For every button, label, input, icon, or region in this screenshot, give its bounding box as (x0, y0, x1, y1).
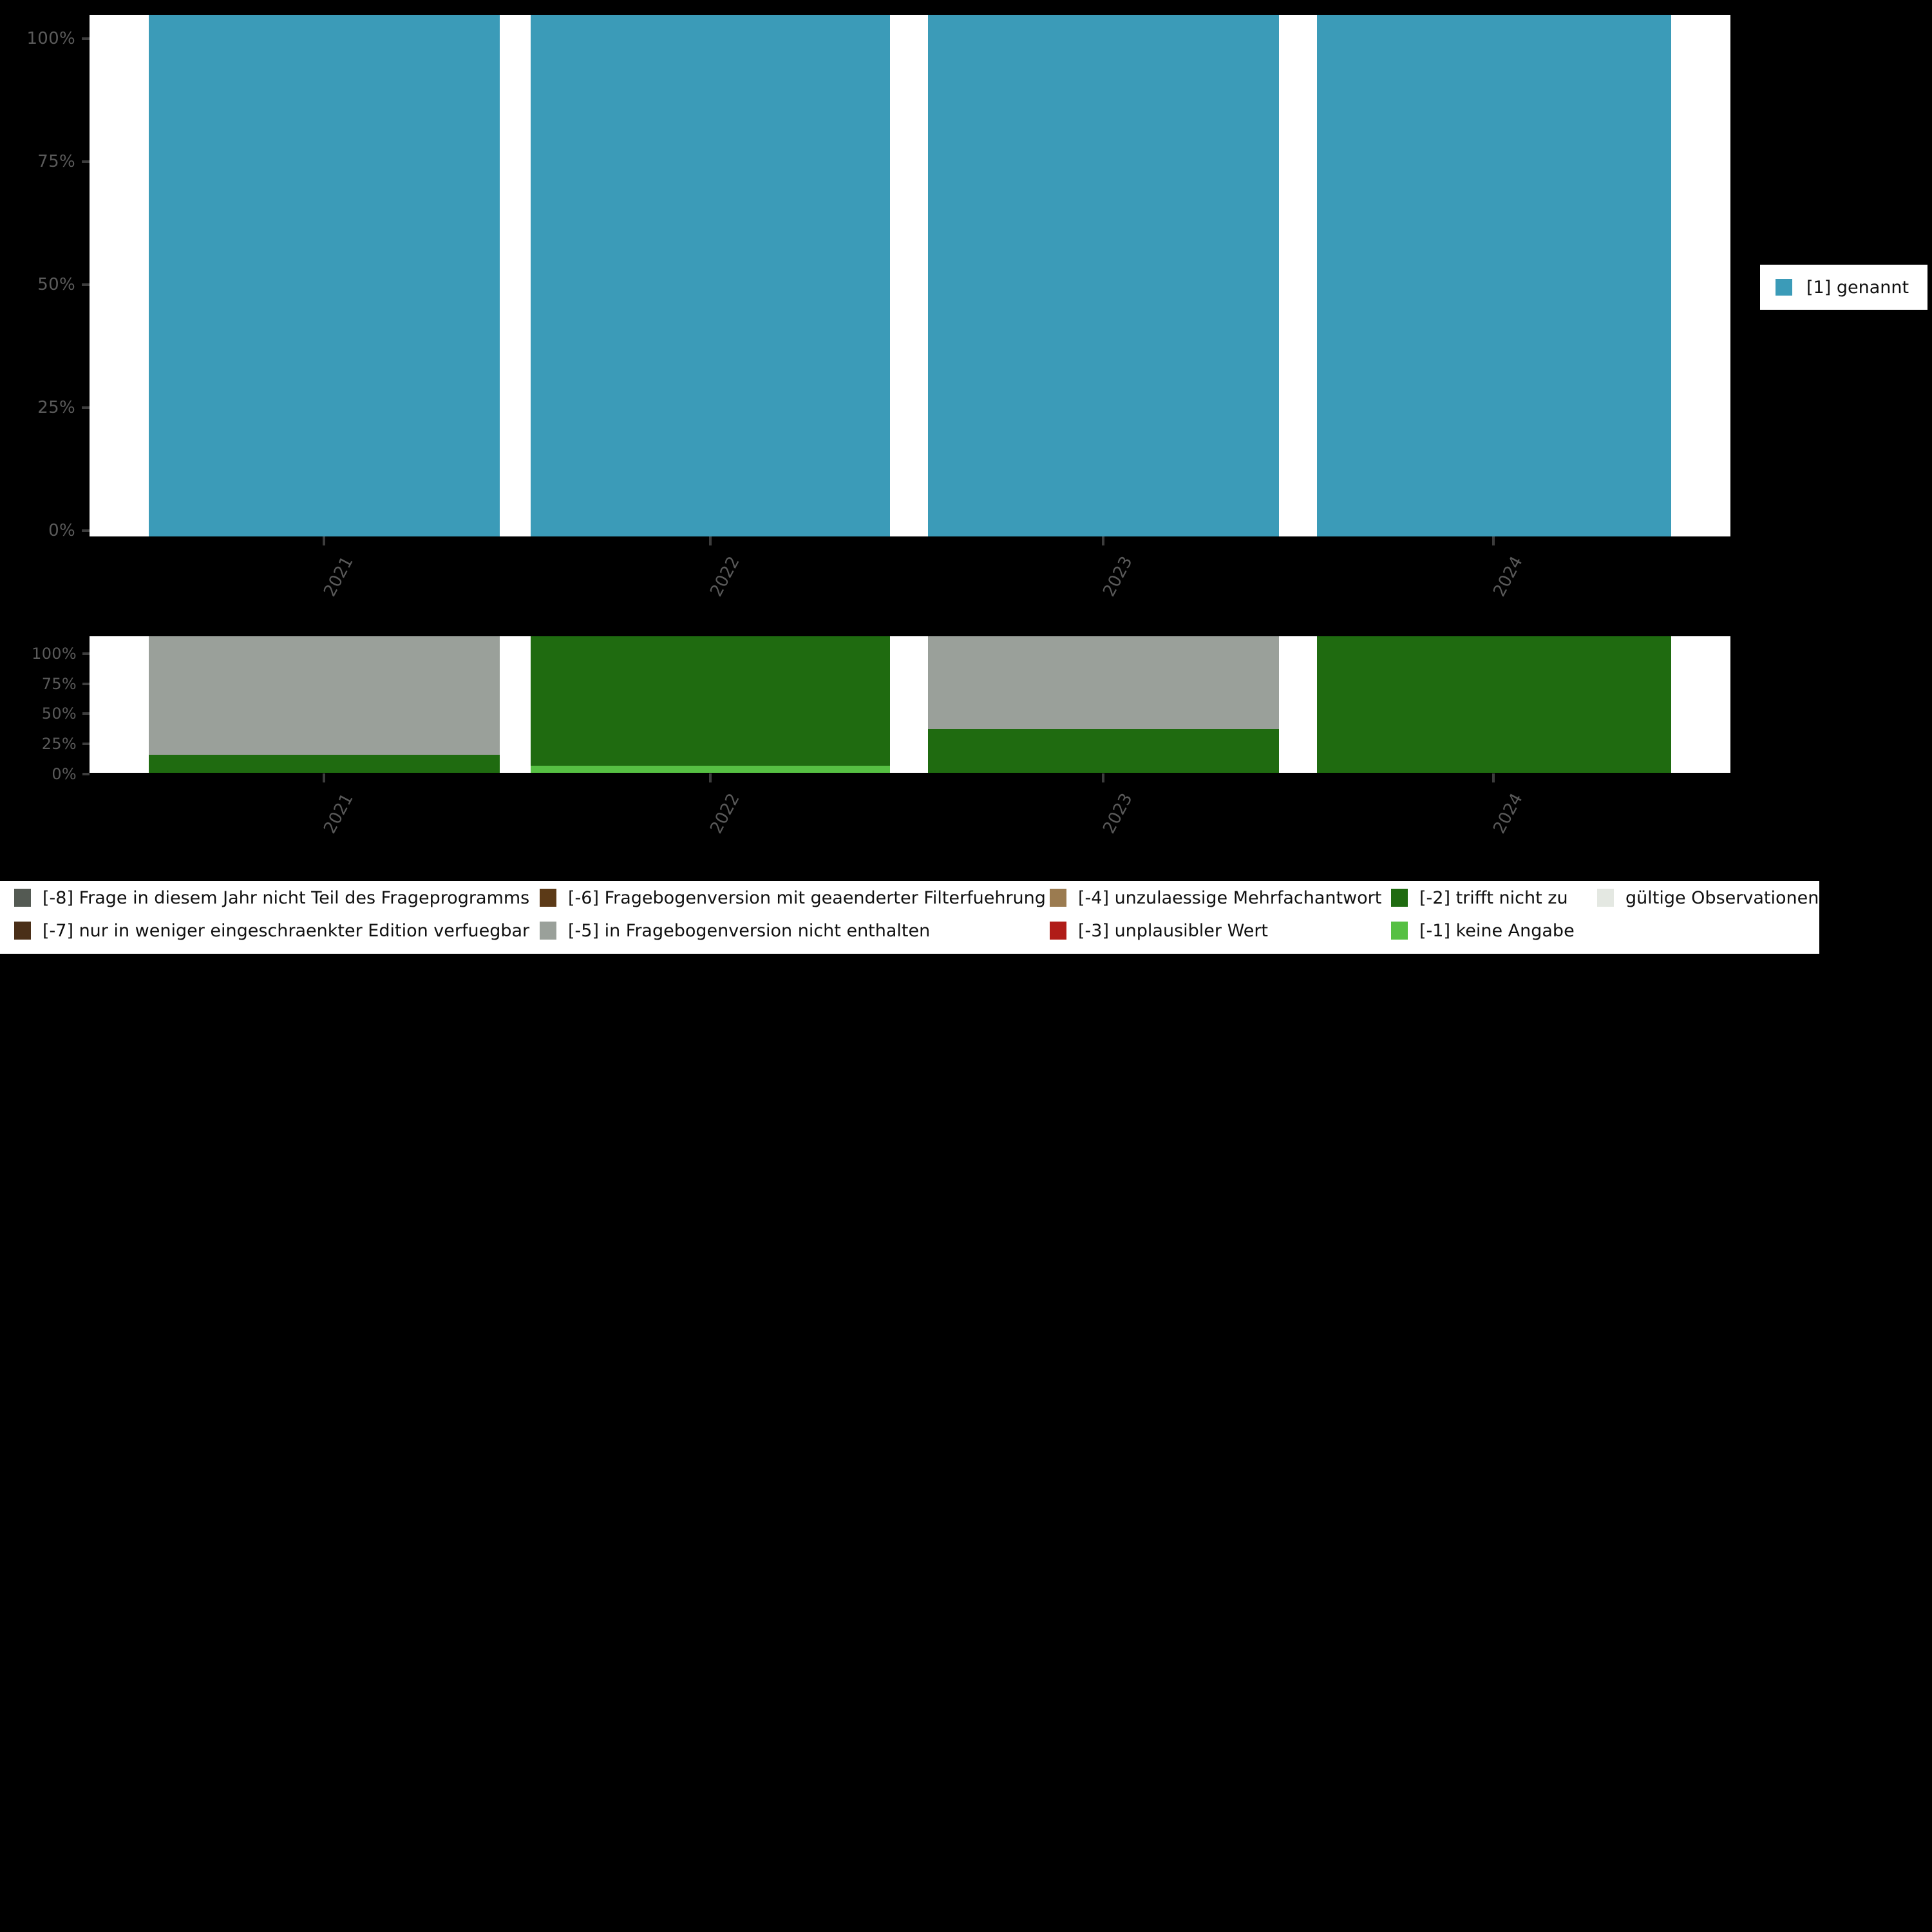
top-x-tick-mark (323, 536, 325, 545)
bar-2024[interactable] (1316, 15, 1672, 536)
top-y-tick-mark (82, 529, 90, 532)
legend-item: [-2] trifft nicht zu (1391, 889, 1568, 907)
top-y-tick-label: 100% (26, 29, 75, 48)
legend-swatch-icon (1597, 889, 1614, 907)
legend-item: [-5] in Fragebogenversion nicht enthalte… (540, 922, 930, 940)
legend-swatch-icon (1391, 922, 1408, 940)
bottom-y-tick-mark (82, 773, 90, 775)
legend-item: gültige Observationen (1597, 889, 1819, 907)
legend-swatch-icon (1776, 279, 1792, 296)
bar-segment[interactable] (531, 15, 891, 536)
legend-swatch-icon (14, 922, 31, 940)
bottom-y-tick-label: 75% (41, 675, 77, 693)
legend-swatch-icon (1391, 889, 1408, 907)
bar-segment[interactable] (148, 636, 500, 755)
bar-2023[interactable] (928, 636, 1280, 773)
legend-label: [-8] Frage in diesem Jahr nicht Teil des… (43, 887, 530, 908)
bottom-x-tick-mark (709, 773, 712, 782)
legend-swatch-icon (1050, 922, 1066, 940)
bottom-y-tick-label: 50% (41, 705, 77, 723)
bar-2024[interactable] (1316, 636, 1672, 773)
bar-2022[interactable] (531, 636, 891, 773)
bar-segment[interactable] (1316, 636, 1672, 773)
top-y-tick-label: 25% (37, 398, 75, 417)
top-y-tick-mark (82, 406, 90, 409)
legend-item: [-1] keine Angabe (1391, 922, 1575, 940)
bottom-y-tick-mark (82, 743, 90, 745)
legend-label: [-3] unplausibler Wert (1078, 920, 1269, 941)
bar-segment[interactable] (531, 766, 891, 773)
legend-label: [-7] nur in weniger eingeschraenkter Edi… (43, 920, 530, 941)
legend-swatch-icon (540, 922, 556, 940)
bar-segment[interactable] (531, 636, 891, 766)
legend-label: [-5] in Fragebogenversion nicht enthalte… (568, 920, 931, 941)
bottom-y-tick-mark (82, 652, 90, 655)
top-y-tick-mark (82, 37, 90, 40)
bottom-y-tick-mark (82, 683, 90, 685)
bottom-y-tick-label: 0% (52, 765, 77, 783)
top-x-tick-mark (709, 536, 712, 545)
bottom-y-tick-mark (82, 712, 90, 715)
top-y-tick-label: 50% (37, 275, 75, 294)
top-y-tick-mark (82, 160, 90, 163)
legend-swatch-icon (14, 889, 31, 907)
legend-item: [-3] unplausibler Wert (1050, 922, 1268, 940)
bottom-chart-legend: [-8] Frage in diesem Jahr nicht Teil des… (0, 881, 1819, 954)
top-x-tick-mark (1492, 536, 1495, 545)
legend-label: gültige Observationen (1625, 887, 1819, 908)
bottom-y-tick-label: 25% (41, 735, 77, 753)
bar-segment[interactable] (1316, 15, 1672, 536)
bottom-chart-plot-area (90, 636, 1730, 773)
legend-swatch-icon (540, 889, 556, 907)
top-y-tick-mark (82, 283, 90, 286)
top-y-tick-label: 75% (37, 152, 75, 171)
legend-item: [-6] Fragebogenversion mit geaenderter F… (540, 889, 1046, 907)
legend-label: [-6] Fragebogenversion mit geaenderter F… (568, 887, 1046, 908)
bottom-y-tick-label: 100% (32, 645, 77, 663)
bar-segment[interactable] (928, 729, 1280, 773)
legend-item: [-8] Frage in diesem Jahr nicht Teil des… (14, 889, 529, 907)
top-chart-plot-area (90, 15, 1730, 536)
top-chart-legend: [1] genannt (1760, 265, 1927, 310)
bar-segment[interactable] (928, 636, 1280, 730)
bar-segment[interactable] (928, 15, 1280, 536)
top-y-tick-label: 0% (48, 521, 75, 540)
bar-2023[interactable] (928, 15, 1280, 536)
bottom-x-tick-mark (1102, 773, 1104, 782)
bar-segment[interactable] (148, 15, 500, 536)
legend-item: [-7] nur in weniger eingeschraenkter Edi… (14, 922, 529, 940)
legend-label: [-4] unzulaessige Mehrfachantwort (1078, 887, 1382, 908)
bottom-x-tick-mark (323, 773, 325, 782)
bar-segment[interactable] (148, 755, 500, 773)
legend-label: [-2] trifft nicht zu (1419, 887, 1568, 908)
bar-2021[interactable] (148, 636, 500, 773)
bar-2022[interactable] (531, 15, 891, 536)
legend-item: [-4] unzulaessige Mehrfachantwort (1050, 889, 1381, 907)
bar-2021[interactable] (148, 15, 500, 536)
legend-label: [1] genannt (1806, 277, 1909, 298)
top-x-tick-mark (1102, 536, 1104, 545)
legend-label: [-1] keine Angabe (1419, 920, 1575, 941)
bottom-x-tick-mark (1492, 773, 1495, 782)
legend-swatch-icon (1050, 889, 1066, 907)
